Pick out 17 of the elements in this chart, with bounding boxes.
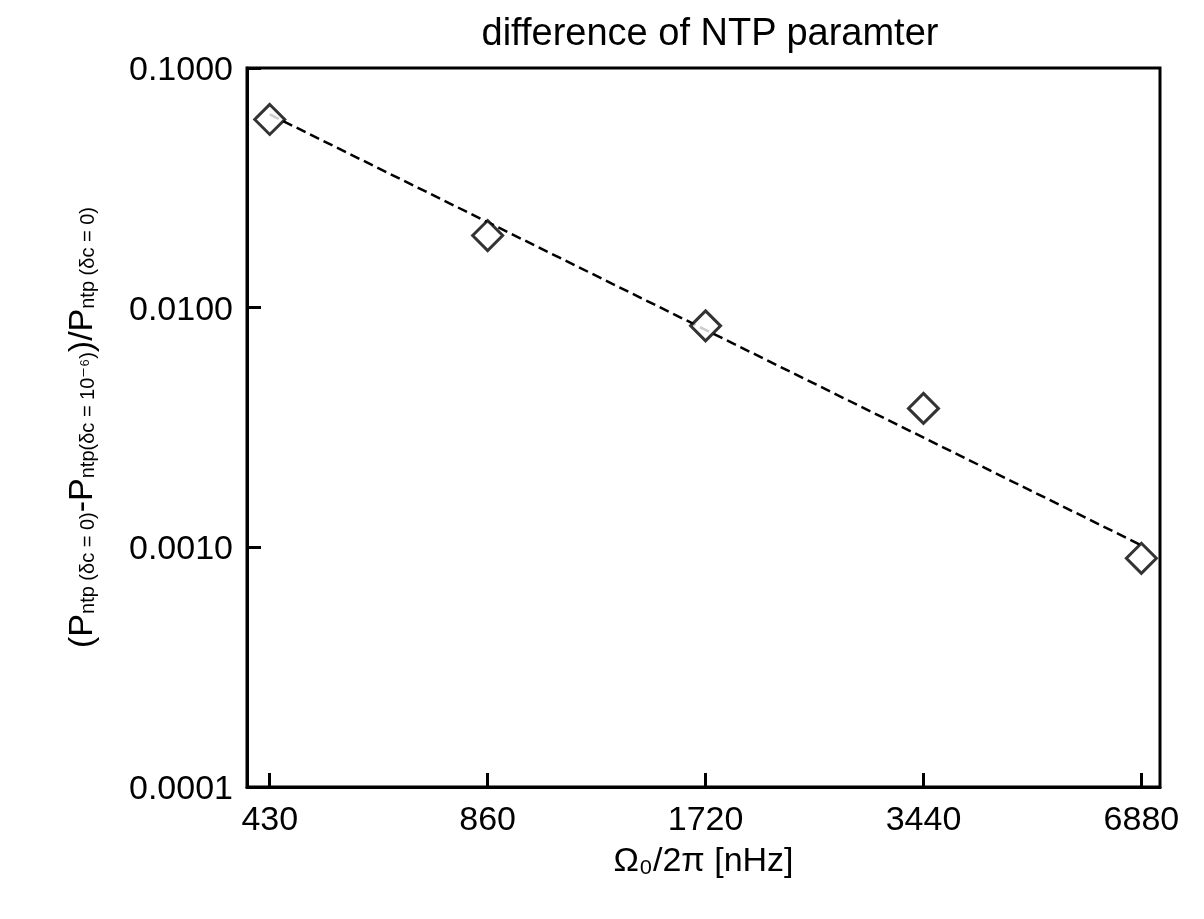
x-tick-label: 860 <box>459 799 517 837</box>
y-axis-title: (Pntp (δc = 0)-Pntp(δc = 10⁻⁶))/Pntp (δc = 0) <box>61 207 99 648</box>
y-tick-label: 0.1000 <box>129 49 233 87</box>
chart-title: difference of NTP paramter <box>481 11 939 53</box>
point <box>1124 541 1158 575</box>
x-tick-label: 430 <box>241 799 299 837</box>
point <box>689 309 723 343</box>
y-tick-label: 0.0001 <box>129 768 233 806</box>
y-tick-label: 0.0010 <box>129 528 233 567</box>
point <box>906 391 940 425</box>
x-axis-title: Ω₀/2π [nHz] <box>613 840 794 878</box>
point <box>253 102 287 136</box>
x-tick-label: 1720 <box>667 799 744 837</box>
point <box>471 219 505 253</box>
x-tick-label: 3440 <box>885 799 962 837</box>
y-tick-label: 0.0100 <box>129 288 233 327</box>
x-tick-label: 6880 <box>1103 799 1180 837</box>
